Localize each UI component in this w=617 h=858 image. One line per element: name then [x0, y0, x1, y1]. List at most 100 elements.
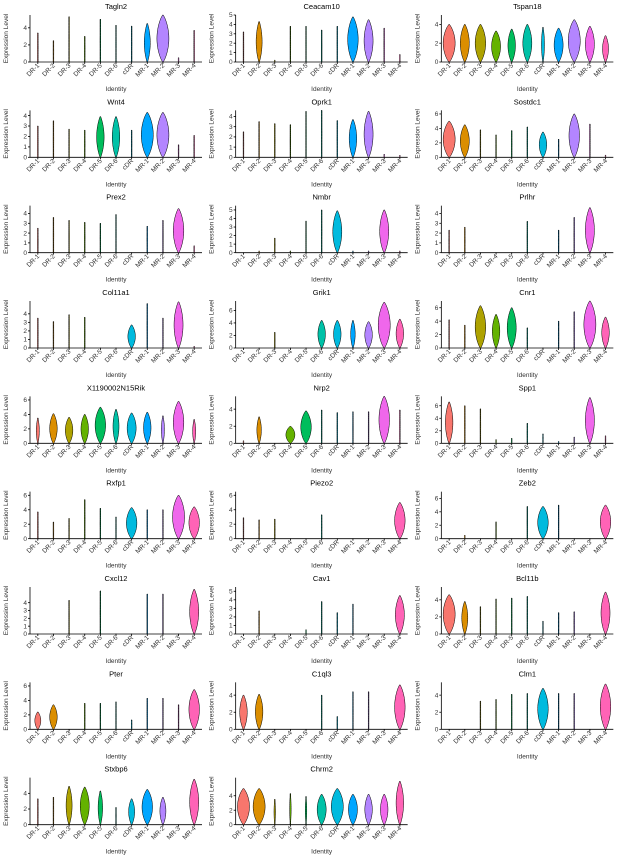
- violin: [316, 794, 327, 825]
- x-tick-label: cDR: [532, 634, 546, 648]
- x-tick-label: MR-2: [356, 825, 372, 841]
- x-tick-label: MR-4: [181, 253, 197, 269]
- violin: [511, 694, 513, 730]
- violin: [331, 788, 344, 825]
- violin: [506, 307, 517, 349]
- violin: [242, 517, 245, 539]
- y-tick-label: 2: [23, 328, 27, 335]
- x-tick-label: MR-4: [387, 348, 403, 364]
- y-tick-label: 4: [23, 311, 27, 318]
- y-tick-label: 2: [23, 521, 27, 528]
- x-tick-label: MR-4: [387, 825, 403, 841]
- violin: [173, 208, 185, 253]
- violin: [252, 788, 266, 825]
- violin: [526, 423, 528, 444]
- y-tick-label: 2: [229, 40, 233, 47]
- y-tick-label: 0: [23, 631, 27, 638]
- panel-title: Wnt4: [107, 97, 125, 106]
- y-tick-label: 3: [435, 220, 439, 227]
- x-tick-label: cDR: [327, 825, 341, 839]
- x-tick-label: MR-3: [371, 348, 387, 364]
- violin: [305, 26, 307, 63]
- x-tick-label: DR-6: [104, 158, 120, 174]
- x-tick-label: DR-4: [484, 62, 500, 78]
- x-tick-label: DR-3: [262, 539, 278, 555]
- x-tick-label: MR-1: [135, 62, 151, 78]
- y-tick-label: 2: [229, 423, 233, 430]
- x-tick-label: MR-4: [387, 158, 403, 174]
- violin: [305, 629, 307, 635]
- violin: [557, 693, 560, 730]
- x-tick-label: DR-6: [309, 158, 325, 174]
- x-tick-label: DR-3: [57, 634, 73, 650]
- violin: [144, 23, 151, 63]
- y-axis-label: Expression Level: [3, 13, 10, 63]
- violin: [604, 154, 607, 158]
- x-axis-label: Identity: [311, 849, 333, 856]
- violin: [289, 250, 292, 253]
- y-tick-label: 2: [435, 709, 439, 716]
- x-tick-label: DR-6: [309, 730, 325, 746]
- violin: [383, 154, 385, 158]
- violin: [273, 799, 276, 825]
- x-tick-label: MR-1: [546, 62, 562, 78]
- x-tick-label: DR-2: [41, 730, 57, 746]
- violin: [52, 40, 55, 63]
- violin: [542, 620, 544, 635]
- y-tick-label: 2: [435, 614, 439, 621]
- x-tick-label: DR-6: [515, 348, 531, 364]
- violin: [364, 794, 373, 825]
- x-tick-label: DR-1: [231, 444, 247, 460]
- violin: [352, 603, 354, 635]
- violin: [37, 227, 39, 253]
- y-tick-label: 4: [435, 692, 439, 699]
- x-tick-label: MR-2: [356, 158, 372, 174]
- panel-title: Sostdc1: [514, 97, 541, 106]
- y-tick-label: 0: [435, 536, 439, 543]
- x-tick-label: MR-1: [340, 634, 356, 650]
- y-tick-label: 2: [435, 332, 439, 339]
- x-tick-label: DR-1: [437, 348, 453, 364]
- y-tick-label: 6: [229, 308, 233, 315]
- x-tick-label: DR-6: [309, 634, 325, 650]
- violin: [567, 19, 581, 63]
- violin: [188, 689, 200, 730]
- x-tick-label: DR-2: [247, 158, 263, 174]
- x-tick-label: MR-4: [181, 158, 197, 174]
- x-tick-label: MR-1: [135, 539, 151, 555]
- y-tick-label: 4: [23, 25, 27, 32]
- y-axis-label: Expression Level: [3, 109, 10, 159]
- y-tick-label: 6: [23, 397, 27, 404]
- violin: [479, 606, 482, 635]
- x-tick-label: MR-2: [356, 730, 372, 746]
- violin: [96, 116, 105, 158]
- violin: [258, 610, 260, 635]
- x-tick-label: DR-4: [484, 253, 500, 269]
- y-tick-label: 1: [229, 144, 233, 151]
- x-tick-label: DR-4: [72, 253, 88, 269]
- x-tick-label: DR-6: [104, 730, 120, 746]
- violin: [495, 598, 497, 635]
- x-axis-label: Identity: [517, 563, 539, 570]
- x-tick-label: DR-3: [57, 444, 73, 460]
- y-tick-label: 2: [23, 712, 27, 719]
- violin: [52, 217, 55, 253]
- x-axis-label: Identity: [311, 658, 333, 665]
- x-axis-label: Identity: [106, 658, 128, 665]
- y-axis-label: Expression Level: [3, 299, 10, 349]
- x-tick-label: DR-1: [437, 253, 453, 269]
- x-tick-label: DR-6: [515, 62, 531, 78]
- violin: [68, 314, 70, 349]
- x-axis-label: Identity: [517, 467, 539, 474]
- violin: [289, 26, 292, 63]
- y-tick-label: 4: [229, 597, 233, 604]
- violin: [146, 697, 148, 730]
- x-tick-label: MR-1: [135, 158, 151, 174]
- y-tick-label: 0: [229, 441, 233, 448]
- x-tick-label: DR-5: [499, 253, 515, 269]
- x-tick-label: DR-4: [484, 158, 500, 174]
- x-tick-label: DR-6: [104, 444, 120, 460]
- x-tick-label: DR-6: [309, 62, 325, 78]
- y-tick-label: 1: [23, 240, 27, 247]
- x-tick-label: DR-5: [88, 825, 104, 841]
